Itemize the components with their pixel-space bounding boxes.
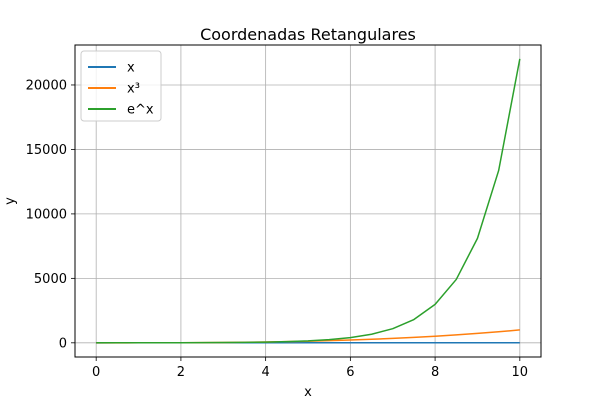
x-tick-label: 2 (177, 365, 185, 380)
legend-box (80, 50, 162, 122)
legend-label: e^x (127, 103, 154, 118)
x-tick-label: 8 (431, 365, 439, 380)
x-tick-label: 10 (512, 365, 529, 380)
chart-title: Coordenadas Retangulares (200, 25, 416, 44)
series-line-2 (96, 58, 521, 344)
x-tick-label: 0 (92, 365, 100, 380)
x-axis-label: x (304, 385, 312, 400)
legend-label: x³ (127, 82, 140, 97)
x-axis-ticks: 0 2 4 6 8 10 (92, 357, 528, 380)
y-tick-label: 5000 (34, 272, 67, 287)
series-lines (96, 58, 521, 344)
legend: x x³ e^x (80, 50, 162, 122)
legend-label: x (127, 61, 135, 76)
x-tick-label: 4 (261, 365, 269, 380)
y-axis-label: y (3, 197, 18, 205)
y-tick-label: 15000 (26, 143, 67, 158)
y-tick-label: 10000 (26, 207, 67, 222)
plot-frame (74, 44, 542, 358)
x-tick-label: 6 (346, 365, 354, 380)
y-tick-label: 20000 (26, 78, 67, 93)
grid-lines (75, 45, 541, 357)
y-tick-label: 0 (59, 336, 67, 351)
y-axis-ticks: 0 5000 10000 15000 20000 (26, 78, 75, 351)
